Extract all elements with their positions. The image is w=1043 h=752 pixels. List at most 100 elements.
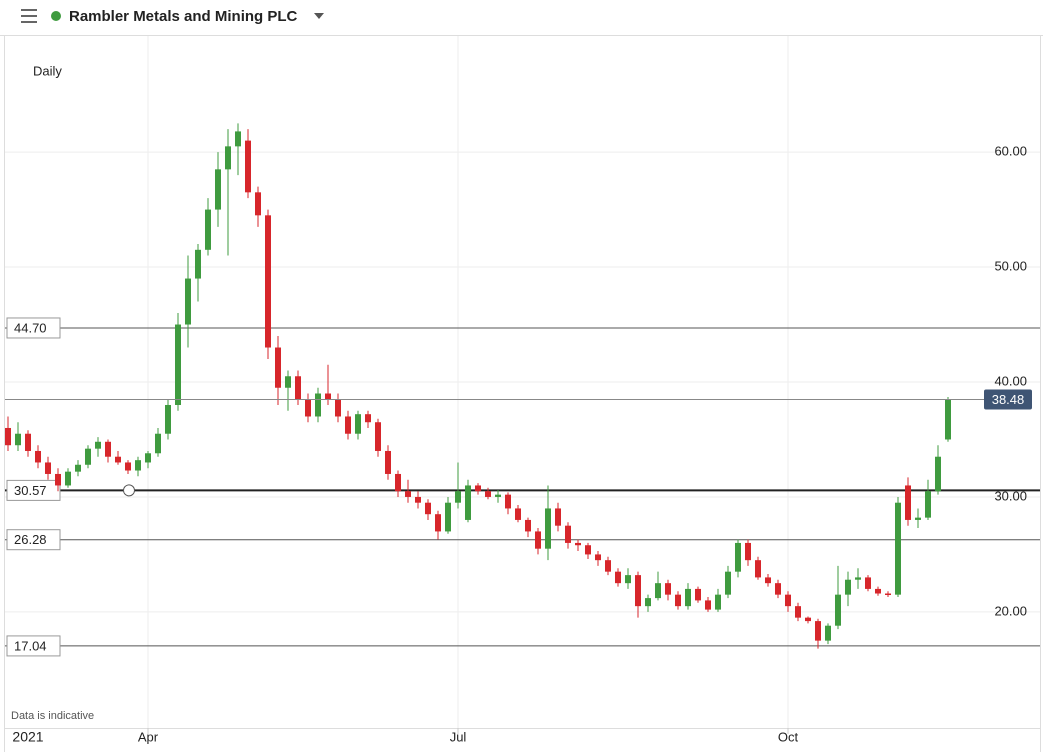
candle-body <box>155 433 161 454</box>
candle-body <box>95 441 101 449</box>
candle-body <box>875 588 881 594</box>
candle-body <box>45 462 51 474</box>
x-tick-label: Jul <box>450 729 467 744</box>
level-label: 30.57 <box>14 483 47 498</box>
candle-body <box>55 473 61 486</box>
candle-body <box>135 460 141 471</box>
candle-body <box>715 594 721 610</box>
candle-body <box>755 560 761 578</box>
candle-body <box>785 594 791 607</box>
candle-body <box>125 462 131 471</box>
candle-body <box>105 441 111 457</box>
candle-body <box>635 575 641 607</box>
candle-body <box>585 545 591 555</box>
candle-body <box>385 450 391 474</box>
candle-body <box>245 140 251 193</box>
candle-body <box>925 491 931 518</box>
candle-body <box>225 146 231 170</box>
candle-body <box>35 450 41 463</box>
candle-body <box>795 606 801 618</box>
candle-body <box>305 399 311 417</box>
candle-body <box>415 496 421 503</box>
candle-body <box>945 399 951 440</box>
last-price-box <box>984 389 1032 410</box>
candle-body <box>495 494 501 497</box>
candle-body <box>235 131 241 147</box>
interval-label: Daily <box>33 63 62 78</box>
candle-body <box>675 594 681 607</box>
candle-body <box>275 347 281 388</box>
candle-body <box>865 577 871 589</box>
level-label-box <box>6 317 61 339</box>
candle-body <box>735 542 741 572</box>
candle-body <box>535 531 541 549</box>
status-dot <box>51 11 61 21</box>
candle-body <box>445 502 451 532</box>
candle-body <box>425 502 431 515</box>
candle-body <box>645 598 651 607</box>
candle-body <box>685 588 691 607</box>
candle-body <box>255 192 261 216</box>
candle-body <box>555 508 561 526</box>
candle-body <box>895 502 901 595</box>
candle-body <box>745 542 751 561</box>
candle-body <box>615 571 621 584</box>
level-label-box <box>6 635 61 657</box>
level-label: 17.04 <box>14 638 47 653</box>
chart-title[interactable]: Rambler Metals and Mining PLC <box>69 8 298 25</box>
y-tick-label: 50.00 <box>994 258 1027 273</box>
candle-body <box>605 560 611 572</box>
candle-body <box>775 583 781 595</box>
candle-body <box>185 278 191 325</box>
candle-body <box>5 427 11 446</box>
candle-body <box>435 514 441 532</box>
candle-body <box>725 571 731 595</box>
candle-body <box>75 464 81 472</box>
level-label-box <box>6 529 61 551</box>
level-handle[interactable] <box>123 484 135 497</box>
candle-body <box>405 491 411 497</box>
y-tick-label: 20.00 <box>994 603 1027 618</box>
candle-body <box>655 583 661 599</box>
candle-body <box>625 575 631 584</box>
candle-body <box>595 554 601 561</box>
candle-body <box>935 456 941 492</box>
x-tick-label: Apr <box>138 729 159 744</box>
candle-body <box>575 542 581 546</box>
candle-body <box>485 491 491 497</box>
disclaimer: Data is indicative <box>11 710 94 722</box>
level-label: 44.70 <box>14 320 47 335</box>
candle-body <box>365 414 371 423</box>
candle-body <box>525 519 531 532</box>
candle-body <box>465 485 471 520</box>
candle-body <box>845 579 851 595</box>
candle-body <box>455 491 461 503</box>
candle-body <box>765 577 771 584</box>
candle-body <box>115 456 121 463</box>
candle-body <box>375 422 381 451</box>
candle-body <box>885 593 891 596</box>
last-price-label: 38.48 <box>992 392 1025 407</box>
y-tick-label: 30.00 <box>994 488 1027 503</box>
x-tick-label: Oct <box>778 729 799 744</box>
menu-icon[interactable] <box>21 9 37 23</box>
level-label: 26.28 <box>14 532 47 547</box>
candle-body <box>85 448 91 465</box>
candle-body <box>355 414 361 434</box>
candle-body <box>565 525 571 543</box>
candle-body <box>695 588 701 601</box>
candle-body <box>825 625 831 641</box>
candle-body <box>475 485 481 492</box>
x-tick-label: 2021 <box>12 729 43 745</box>
candle-body <box>195 249 201 279</box>
candle-body <box>705 600 711 610</box>
dropdown-caret[interactable] <box>314 13 324 19</box>
candle-body <box>505 494 511 509</box>
candle-body <box>855 577 861 580</box>
candle-body <box>325 393 331 400</box>
candle-body <box>395 473 401 492</box>
candle-body <box>345 416 351 434</box>
level-label-box <box>6 479 61 501</box>
